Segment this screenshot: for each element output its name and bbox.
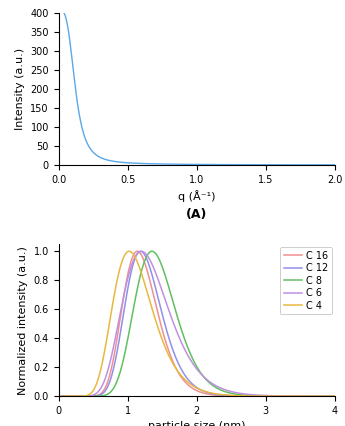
- C 12: [71, 394, 75, 399]
- C 8: [274, 394, 278, 399]
- C 8: [57, 394, 61, 399]
- X-axis label: q (Å⁻¹): q (Å⁻¹): [178, 190, 215, 202]
- Line: C 6: C 6: [59, 251, 335, 396]
- C 6: [184, 349, 188, 354]
- C 16: [325, 394, 329, 399]
- C 16: [71, 394, 75, 399]
- Legend: C 16, C 12, C 8, C 6, C 4: C 16, C 12, C 8, C 6, C 4: [280, 247, 332, 314]
- C 16: [333, 394, 337, 399]
- C 12: [274, 394, 278, 399]
- Line: C 12: C 12: [59, 251, 335, 396]
- C 6: [191, 361, 195, 366]
- C 16: [135, 249, 139, 254]
- C 4: [333, 394, 337, 399]
- C 16: [184, 380, 188, 385]
- C 16: [191, 386, 195, 391]
- C 4: [274, 394, 278, 399]
- Line: C 4: C 4: [59, 251, 335, 396]
- C 8: [325, 394, 329, 399]
- C 8: [191, 357, 195, 362]
- C 6: [57, 394, 61, 399]
- C 12: [325, 394, 329, 399]
- C 12: [333, 394, 337, 399]
- Line: C 16: C 16: [59, 251, 335, 396]
- C 4: [325, 394, 329, 399]
- C 8: [71, 394, 75, 399]
- C 6: [325, 394, 329, 399]
- C 16: [274, 394, 278, 399]
- C 12: [191, 382, 195, 387]
- C 4: [127, 249, 131, 254]
- C 6: [325, 394, 329, 399]
- C 8: [333, 394, 337, 399]
- Line: C 8: C 8: [59, 251, 335, 396]
- C 12: [325, 394, 329, 399]
- C 6: [71, 394, 75, 399]
- C 12: [138, 249, 142, 254]
- C 4: [191, 383, 195, 389]
- C 4: [325, 394, 329, 399]
- C 4: [57, 394, 61, 399]
- C 6: [274, 393, 278, 398]
- C 6: [139, 249, 144, 254]
- X-axis label: particle size (nm): particle size (nm): [148, 421, 245, 426]
- C 12: [57, 394, 61, 399]
- Text: (A): (A): [186, 207, 207, 221]
- C 8: [325, 394, 329, 399]
- Y-axis label: Intensity (a.u.): Intensity (a.u.): [15, 48, 25, 130]
- C 4: [184, 378, 188, 383]
- C 8: [150, 249, 154, 254]
- C 16: [325, 394, 329, 399]
- C 6: [333, 394, 337, 399]
- C 12: [184, 374, 188, 379]
- C 4: [71, 394, 75, 399]
- C 16: [57, 394, 61, 399]
- C 8: [184, 340, 188, 345]
- Y-axis label: Normalized intensity (a.u.): Normalized intensity (a.u.): [18, 246, 28, 394]
